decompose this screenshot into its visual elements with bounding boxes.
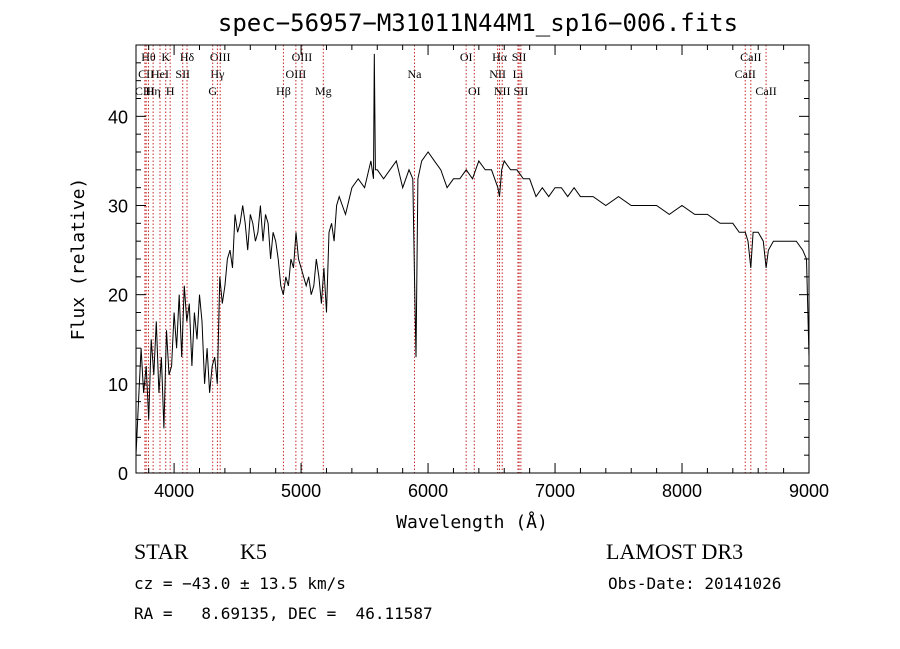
line-label: K xyxy=(161,50,170,64)
line-label: HeI xyxy=(151,67,169,81)
y-tick-label: 0 xyxy=(118,464,128,484)
line-label: NII xyxy=(489,67,506,81)
line-label: Li xyxy=(513,67,524,81)
survey-name: LAMOST DR3 xyxy=(606,539,744,564)
line-label: OIII xyxy=(286,67,307,81)
line-label: H xyxy=(166,84,175,98)
y-tick-label: 20 xyxy=(108,286,128,306)
line-label: Hα xyxy=(492,50,508,64)
line-label: CaII xyxy=(740,50,761,64)
line-label: SII xyxy=(512,50,527,64)
line-label: NII xyxy=(494,84,511,98)
line-label: CIII xyxy=(135,84,155,98)
x-tick-label: 8000 xyxy=(662,481,702,501)
line-label: Hθ xyxy=(141,50,156,64)
line-label: Hβ xyxy=(276,84,291,98)
line-label: CII xyxy=(138,67,154,81)
line-label: OI xyxy=(460,50,473,64)
x-axis-label: Wavelength (Å) xyxy=(396,511,548,533)
x-axis-ticks: 4000 5000 6000 7000 8000 9000 xyxy=(148,45,829,501)
line-label: OI xyxy=(468,84,481,98)
sky-coordinates: RA = 8.69135, DEC = 46.11587 xyxy=(134,604,433,623)
line-label: G xyxy=(208,84,217,98)
plot-frame xyxy=(135,44,810,474)
line-label: Mg xyxy=(315,84,332,98)
redshift-velocity: cz = −43.0 ± 13.5 km/s xyxy=(134,574,346,593)
line-label: OIII xyxy=(292,50,313,64)
chart-title: spec−56957−M31011N44M1_sp16−006.fits xyxy=(218,9,738,37)
line-label: CaII xyxy=(755,84,776,98)
y-axis-ticks: 0 10 20 30 40 xyxy=(108,44,809,484)
line-label: CaII xyxy=(735,67,756,81)
line-label: SII xyxy=(514,84,529,98)
y-tick-label: 10 xyxy=(108,375,128,395)
line-label: Hδ xyxy=(180,50,195,64)
line-label: Hη xyxy=(146,84,161,98)
y-axis-label: Flux (relative) xyxy=(68,178,89,341)
y-tick-label: 30 xyxy=(108,197,128,217)
x-tick-label: 7000 xyxy=(535,481,575,501)
line-label: OIII xyxy=(210,50,231,64)
object-class: STAR xyxy=(134,539,189,564)
spectrum-line xyxy=(135,53,810,456)
line-label: Na xyxy=(407,67,422,81)
x-tick-label: 9000 xyxy=(789,481,829,501)
y-tick-label: 40 xyxy=(108,107,128,127)
object-subclass: K5 xyxy=(240,539,267,564)
line-label: Hγ xyxy=(210,67,225,81)
x-tick-label: 6000 xyxy=(408,481,448,501)
observation-date: Obs-Date: 20141026 xyxy=(608,574,782,593)
x-tick-label: 4000 xyxy=(154,481,194,501)
x-tick-label: 5000 xyxy=(281,481,321,501)
line-label: SII xyxy=(175,67,190,81)
